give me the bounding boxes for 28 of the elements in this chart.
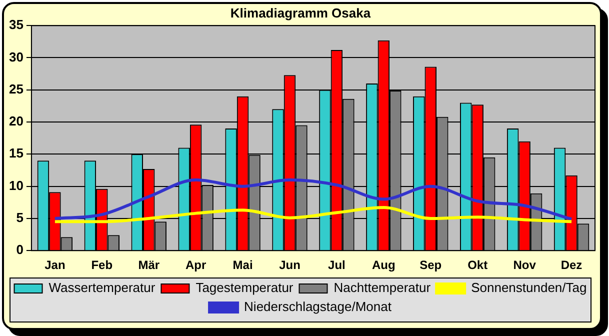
legend-label: Tagestemperatur — [196, 280, 294, 296]
x-tick-label: Nov — [513, 258, 536, 272]
legend-label: Niederschlagstage/Monat — [244, 299, 392, 314]
x-tick-label: Mai — [232, 258, 253, 272]
y-tick-label: 25 — [8, 81, 24, 96]
y-tick-label: 20 — [8, 114, 24, 129]
legend-label: Wassertemperatur — [48, 280, 156, 296]
legend-label: Sonnenstunden/Tag — [471, 280, 587, 296]
legend-label: Nachttemperatur — [334, 280, 432, 296]
y-tick-label: 30 — [8, 49, 24, 64]
x-tick-label: Dez — [560, 258, 582, 272]
y-tick-label: 35 — [8, 17, 24, 32]
line-series — [53, 178, 574, 221]
line-series — [53, 206, 574, 224]
x-tick-label: Feb — [91, 258, 113, 272]
y-tick-label: 0 — [16, 242, 24, 258]
x-tick-label: Sep — [420, 258, 442, 272]
x-tick-label: Okt — [468, 258, 488, 272]
x-tick-label: Jan — [44, 258, 66, 272]
x-tick-label: Apr — [185, 258, 206, 272]
x-tick-label: Jun — [279, 258, 300, 272]
y-tick-label: 5 — [16, 210, 24, 226]
x-tick-label: Jul — [328, 258, 346, 272]
y-tick-label: 15 — [8, 146, 24, 161]
chart-title: Klimadiagramm Osaka — [230, 5, 372, 20]
x-tick-label: Aug — [372, 258, 396, 272]
y-tick-label: 10 — [8, 178, 24, 193]
x-tick-label: Mär — [138, 258, 160, 272]
